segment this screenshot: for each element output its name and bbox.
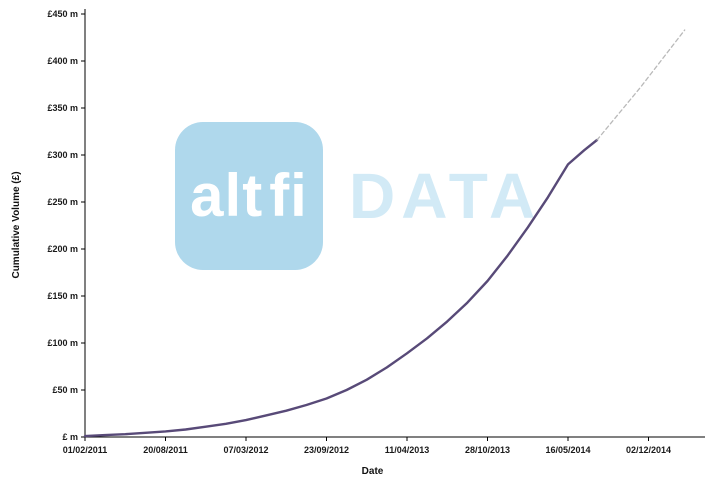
altfi-data-watermark: alt fi DATA [175, 122, 541, 270]
svg-text:£ m: £ m [62, 432, 78, 442]
svg-text:£250 m: £250 m [47, 197, 78, 207]
svg-text:£200 m: £200 m [47, 244, 78, 254]
svg-text:£100 m: £100 m [47, 338, 78, 348]
x-axis-title: Date [361, 466, 384, 477]
svg-text:07/03/2012: 07/03/2012 [223, 445, 268, 455]
svg-text:£350 m: £350 m [47, 103, 78, 113]
svg-text:11/04/2013: 11/04/2013 [385, 445, 430, 455]
svg-text:£400 m: £400 m [47, 56, 78, 66]
altfi-logo-data-text: DATA [349, 160, 542, 232]
svg-text:16/05/2014: 16/05/2014 [545, 445, 590, 455]
svg-text:20/08/2011: 20/08/2011 [143, 445, 188, 455]
svg-text:£150 m: £150 m [47, 291, 78, 301]
svg-text:02/12/2014: 02/12/2014 [626, 445, 671, 455]
svg-text:£300 m: £300 m [47, 150, 78, 160]
svg-text:£450 m: £450 m [47, 9, 78, 19]
y-axis-title: Cumulative Volume (£) [11, 171, 22, 279]
altfi-logo-square: alt fi [175, 122, 323, 270]
svg-text:28/10/2013: 28/10/2013 [465, 445, 510, 455]
svg-text:23/09/2012: 23/09/2012 [304, 445, 349, 455]
svg-text:£50 m: £50 m [52, 385, 78, 395]
altfi-logo-fi-text: fi [269, 162, 308, 229]
altfi-logo-alt-text: alt [190, 162, 264, 229]
svg-text:01/02/2011: 01/02/2011 [63, 445, 108, 455]
